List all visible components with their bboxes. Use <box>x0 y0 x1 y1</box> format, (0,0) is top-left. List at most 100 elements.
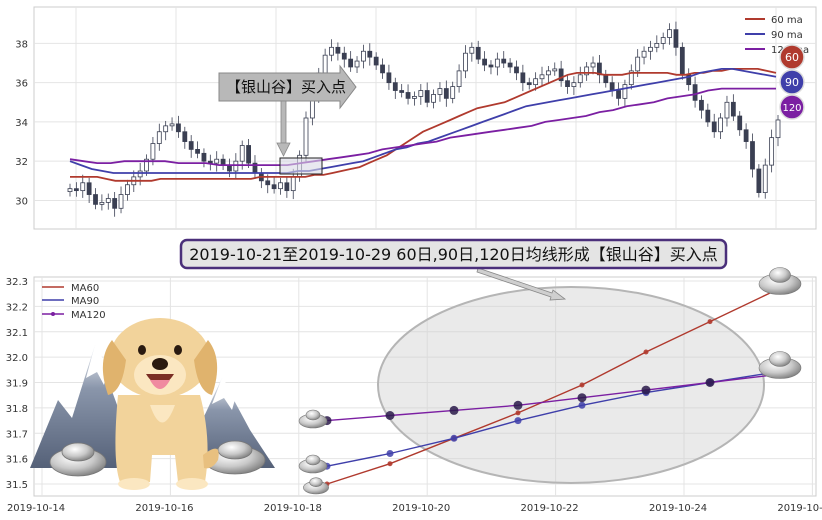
legend-label-ma60: 60 ma <box>771 15 803 26</box>
candlestick <box>762 158 768 199</box>
title-banner: 2019-10-21至2019-10-29 60日,90日,120日均线形成【银… <box>179 238 728 270</box>
candlestick <box>392 77 398 99</box>
candlestick <box>660 32 666 50</box>
candlestick <box>743 123 749 149</box>
candlestick <box>533 72 539 91</box>
badge-90-text: 90 <box>785 76 799 89</box>
candlestick <box>737 111 743 136</box>
candlestick <box>622 79 628 107</box>
data-point <box>450 434 458 442</box>
badge-60-text: 60 <box>785 51 799 64</box>
data-point <box>387 461 393 467</box>
candlestick <box>105 193 111 210</box>
ma90-line <box>69 68 777 174</box>
candlestick <box>469 42 475 62</box>
candlestick <box>112 192 118 217</box>
bottom-y-ticks: 31.5 31.6 31.7 31.8 31.9 32.0 32.1 32.2 32.3 <box>6 277 28 491</box>
top-y-tick-label: 32 <box>15 157 28 168</box>
candlestick <box>558 60 564 87</box>
data-point <box>579 382 585 388</box>
candlestick <box>565 75 570 94</box>
top-plot-frame <box>33 6 817 230</box>
candlestick <box>584 62 590 81</box>
series-line <box>326 290 775 485</box>
candlestick <box>641 46 647 65</box>
candlestick <box>169 117 175 131</box>
bottom-y-tick-label: 31.5 <box>6 480 28 491</box>
data-point <box>514 417 522 425</box>
ma120-line <box>69 87 776 167</box>
candlestick <box>628 64 634 90</box>
candlestick <box>341 46 347 68</box>
silver-ingot-pile <box>49 440 266 477</box>
candlestick <box>590 56 596 75</box>
crossover-highlight-ellipse <box>377 286 765 484</box>
bottom-x-tick-label: 2019-10-26 <box>777 503 822 514</box>
ma60-line <box>70 68 777 182</box>
bottom-grid <box>34 277 816 496</box>
candlestick <box>756 164 762 198</box>
data-point <box>705 378 715 387</box>
bottom-x-tick-label: 2019-10-16 <box>135 503 193 514</box>
top-y-tick-label: 30 <box>15 196 28 207</box>
top-y-tick-label: 34 <box>15 118 28 129</box>
legend-label-MA90: MA90 <box>71 296 99 307</box>
candlestick <box>775 115 781 147</box>
candlestick <box>182 126 188 149</box>
badge-120-text: 120 <box>782 103 801 114</box>
badge-90: 90 <box>779 69 805 95</box>
candlestick <box>73 182 79 197</box>
candlestick <box>418 84 424 105</box>
candlestick <box>488 60 494 75</box>
data-point <box>643 349 649 355</box>
candlestick <box>699 95 704 119</box>
golden-retriever-icon <box>102 318 219 490</box>
candlestick <box>163 120 169 141</box>
badge-60: 60 <box>779 44 805 70</box>
candlestick <box>750 133 755 178</box>
bottom-y-tick-label: 31.8 <box>6 404 28 415</box>
candlestick <box>552 62 558 76</box>
candlestick <box>214 151 220 172</box>
top-moving-averages <box>69 68 777 182</box>
data-point <box>641 385 651 395</box>
candlestick <box>730 94 736 121</box>
candlestick <box>361 44 366 69</box>
silver-ingot-icon <box>303 477 329 495</box>
buy-point-highlight-box <box>279 157 323 175</box>
data-point <box>385 411 395 420</box>
candlestick <box>156 123 162 151</box>
candlestick <box>520 64 526 92</box>
candlestick <box>348 51 354 72</box>
candlestick <box>201 148 207 168</box>
candlestick <box>278 177 283 195</box>
candlestick <box>769 129 775 173</box>
candlestick <box>80 174 86 198</box>
mascot-illustration <box>30 318 275 490</box>
candlestick <box>246 139 251 169</box>
candlestick <box>577 66 583 88</box>
candlestick <box>367 43 373 66</box>
series-line <box>326 374 775 422</box>
candlestick <box>386 64 392 90</box>
candlestick <box>335 42 341 61</box>
candlestick <box>507 58 513 74</box>
bottom-chart-title: 2019-10-21至2019-10-29 60日,90日,120日均线形成【银… <box>189 245 718 264</box>
candlestick <box>475 40 481 65</box>
legend-label-MA120: MA120 <box>71 310 106 321</box>
candlestick <box>118 186 124 214</box>
top-y-ticks: 30 32 34 36 38 <box>15 39 28 207</box>
bottom-x-tick-label: 2019-10-20 <box>392 503 450 514</box>
bottom-y-tick-label: 31.7 <box>6 429 28 440</box>
candlestick <box>431 89 436 109</box>
data-point <box>386 450 394 457</box>
candlestick <box>545 65 551 84</box>
candlestick <box>125 179 130 201</box>
candlestick <box>501 51 507 68</box>
silver-ingot-icon <box>758 351 802 379</box>
bottom-y-tick-label: 32.0 <box>6 353 28 364</box>
buy-point-down-arrow <box>276 100 291 157</box>
data-point <box>449 405 459 415</box>
candlestick <box>494 52 500 76</box>
